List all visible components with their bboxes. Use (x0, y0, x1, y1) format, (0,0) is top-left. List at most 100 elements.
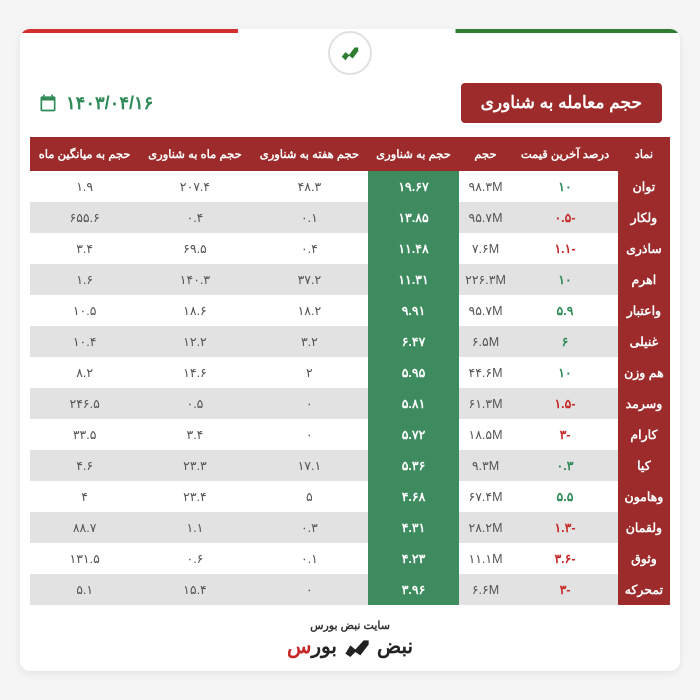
table-row: وسرمد-۱.۵۶۱.۳M۵.۸۱۰۰.۵۲۴۶.۵ (30, 388, 670, 419)
cell-avg: ۴.۶ (30, 450, 139, 481)
cell-week: ۰ (251, 388, 369, 419)
cell-symbol: وهامون (618, 481, 670, 512)
cell-month: ۰.۴ (139, 202, 250, 233)
cell-month: ۲۳.۴ (139, 481, 250, 512)
cell-week: ۱۷.۱ (251, 450, 369, 481)
cell-avg: ۲۴۶.۵ (30, 388, 139, 419)
table-row: توان۱۰۹۸.۳M۱۹.۶۷۴۸.۳۲۰۷.۴۱.۹ (30, 171, 670, 202)
cell-vol: ۴۴.۶M (459, 357, 512, 388)
cell-week: ۵ (251, 481, 369, 512)
cell-ratio: ۴.۲۳ (368, 543, 459, 574)
cell-ratio: ۵.۷۲ (368, 419, 459, 450)
col-vol: حجم (459, 137, 512, 171)
cell-symbol: توان (618, 171, 670, 202)
cell-avg: ۱۰.۵ (30, 295, 139, 326)
cell-month: ۱۵.۴ (139, 574, 250, 605)
cell-vol: ۷.۶M (459, 233, 512, 264)
table-row: ولکار-۰.۵۹۵.۷M۱۳.۸۵۰.۱۰.۴۶۵۵.۶ (30, 202, 670, 233)
cell-week: ۴۸.۳ (251, 171, 369, 202)
cell-symbol: ولکار (618, 202, 670, 233)
table-row: اهرم۱۰۲۲۶.۳M۱۱.۳۱۳۷.۲۱۴۰.۳۱.۶ (30, 264, 670, 295)
cell-avg: ۳۳.۵ (30, 419, 139, 450)
footer-brand: نبض بورس (287, 634, 413, 659)
cell-symbol: کیا (618, 450, 670, 481)
table-row: کیا۰.۳۹.۳M۵.۳۶۱۷.۱۲۳.۳۴.۶ (30, 450, 670, 481)
cell-vol: ۶۱.۳M (459, 388, 512, 419)
footer-site-label: سایت نبض بورس (310, 619, 390, 632)
cell-week: ۰ (251, 574, 369, 605)
cell-ratio: ۵.۳۶ (368, 450, 459, 481)
cell-week: ۳۷.۲ (251, 264, 369, 295)
cell-ratio: ۵.۹۵ (368, 357, 459, 388)
cell-vol: ۱۱.۱M (459, 543, 512, 574)
data-table: نماد درصد آخرین قیمت حجم حجم به شناوری ح… (30, 137, 670, 605)
cell-week: ۰ (251, 419, 369, 450)
table-row: وهامون۵.۵۶۷.۴M۴.۶۸۵۲۳.۴۴ (30, 481, 670, 512)
cell-ratio: ۶.۴۷ (368, 326, 459, 357)
brand-part-1: نبض (377, 634, 413, 659)
cell-ratio: ۳.۹۶ (368, 574, 459, 605)
cell-avg: ۴ (30, 481, 139, 512)
cell-pct: -۳.۶ (512, 543, 618, 574)
cell-week: ۲ (251, 357, 369, 388)
cell-symbol: ولقمان (618, 512, 670, 543)
cell-ratio: ۵.۸۱ (368, 388, 459, 419)
cell-avg: ۸۸.۷ (30, 512, 139, 543)
cell-week: ۰.۴ (251, 233, 369, 264)
cell-pct: ۱۰ (512, 171, 618, 202)
cell-avg: ۶۵۵.۶ (30, 202, 139, 233)
col-ratio: حجم به شناوری (368, 137, 459, 171)
cell-vol: ۶۷.۴M (459, 481, 512, 512)
col-symbol: نماد (618, 137, 670, 171)
cell-ratio: ۱۹.۶۷ (368, 171, 459, 202)
cell-ratio: ۱۱.۳۱ (368, 264, 459, 295)
cell-pct: ۵.۹ (512, 295, 618, 326)
col-pct: درصد آخرین قیمت (512, 137, 618, 171)
cell-avg: ۱.۶ (30, 264, 139, 295)
cell-symbol: وسرمد (618, 388, 670, 419)
table-row: هم وزن۱۰۴۴.۶M۵.۹۵۲۱۴.۶۸.۲ (30, 357, 670, 388)
cell-pct: ۵.۵ (512, 481, 618, 512)
table-row: وثوق-۳.۶۱۱.۱M۴.۲۳۰.۱۰.۶۱۳۱.۵ (30, 543, 670, 574)
cell-symbol: غنیلی (618, 326, 670, 357)
logo-circle (328, 31, 372, 75)
cell-month: ۶۹.۵ (139, 233, 250, 264)
cell-symbol: ساذری (618, 233, 670, 264)
cell-avg: ۵.۱ (30, 574, 139, 605)
cell-pct: -۱.۵ (512, 388, 618, 419)
table-head: نماد درصد آخرین قیمت حجم حجم به شناوری ح… (30, 137, 670, 171)
cell-week: ۰.۱ (251, 543, 369, 574)
cell-month: ۱۴.۶ (139, 357, 250, 388)
cell-symbol: اهرم (618, 264, 670, 295)
cell-avg: ۱۳۱.۵ (30, 543, 139, 574)
cell-month: ۰.۶ (139, 543, 250, 574)
header-row: حجم معامله به شناوری ۱۴۰۳/۰۴/۱۶ (20, 83, 680, 137)
cell-vol: ۱۸.۵M (459, 419, 512, 450)
cell-pct: -۳ (512, 419, 618, 450)
cell-pct: ۱۰ (512, 264, 618, 295)
page-title: حجم معامله به شناوری (461, 83, 662, 123)
cell-vol: ۹۵.۷M (459, 295, 512, 326)
logo-wrap (20, 31, 680, 75)
cell-month: ۱.۱ (139, 512, 250, 543)
cell-vol: ۶.۵M (459, 326, 512, 357)
footer: سایت نبض بورس نبض بورس (20, 619, 680, 659)
cell-ratio: ۴.۶۸ (368, 481, 459, 512)
cell-pct: -۱.۱ (512, 233, 618, 264)
table-row: ساذری-۱.۱۷.۶M۱۱.۴۸۰.۴۶۹.۵۳.۴ (30, 233, 670, 264)
cell-month: ۰.۵ (139, 388, 250, 419)
date-box: ۱۴۰۳/۰۴/۱۶ (38, 93, 153, 114)
table-row: کارام-۳۱۸.۵M۵.۷۲۰۳.۴۳۳.۵ (30, 419, 670, 450)
cell-symbol: واعتبار (618, 295, 670, 326)
cell-pct: ۱۰ (512, 357, 618, 388)
cell-pct: -۱.۳ (512, 512, 618, 543)
cell-avg: ۳.۴ (30, 233, 139, 264)
cell-ratio: ۱۳.۸۵ (368, 202, 459, 233)
cell-month: ۳.۴ (139, 419, 250, 450)
col-avg: حجم به میانگین ماه (30, 137, 139, 171)
cell-avg: ۱.۹ (30, 171, 139, 202)
table-row: تمحرکه-۳۶.۶M۳.۹۶۰۱۵.۴۵.۱ (30, 574, 670, 605)
date-text: ۱۴۰۳/۰۴/۱۶ (66, 93, 153, 114)
cell-month: ۱۴۰.۳ (139, 264, 250, 295)
table-body: توان۱۰۹۸.۳M۱۹.۶۷۴۸.۳۲۰۷.۴۱.۹ولکار-۰.۵۹۵.… (30, 171, 670, 605)
